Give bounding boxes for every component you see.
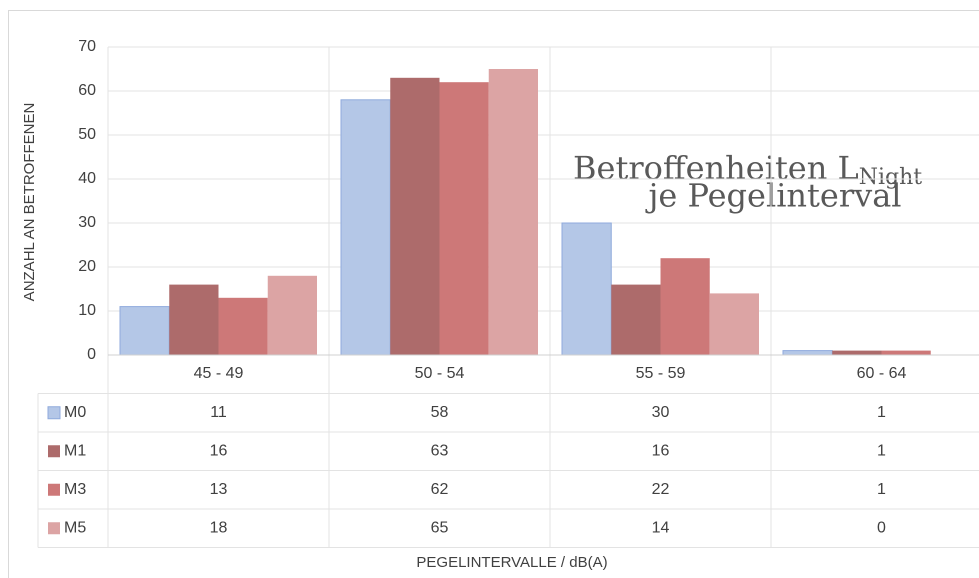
bar [709, 293, 759, 355]
bar [439, 82, 489, 355]
title-subscript: Night [859, 165, 923, 190]
table-value: 30 [652, 404, 670, 421]
bar [832, 350, 882, 355]
y-tick-label: 70 [78, 38, 96, 55]
table-value: 22 [652, 481, 670, 498]
table-value: 11 [210, 404, 227, 421]
bar [561, 222, 612, 356]
legend-swatch [48, 445, 60, 458]
table-value: 16 [652, 442, 670, 459]
bar [390, 77, 440, 356]
y-tick-label: 10 [78, 302, 96, 319]
chart-title-line2: je Pegelinterval [644, 177, 901, 215]
legend-label: M1 [64, 442, 86, 459]
legend-label: M5 [64, 519, 86, 536]
table-value: 62 [431, 481, 449, 498]
table-value: 0 [877, 519, 886, 536]
x-tick-label: 50 - 54 [415, 365, 465, 382]
x-tick-label: 55 - 59 [636, 365, 686, 382]
legend-label: M0 [64, 404, 86, 421]
table-value: 63 [431, 442, 449, 459]
x-tick-label: 60 - 64 [857, 365, 907, 382]
y-tick-label: 30 [78, 214, 96, 231]
y-tick-label: 60 [78, 82, 96, 99]
bar [782, 350, 833, 356]
table-value: 14 [652, 519, 670, 536]
legend-swatch [48, 522, 60, 535]
y-tick-label: 20 [78, 258, 96, 275]
table-value: 18 [210, 519, 228, 536]
table-value: 13 [210, 481, 228, 498]
legend-swatch [47, 406, 61, 420]
table-value: 1 [877, 404, 886, 421]
bar [660, 258, 710, 355]
bar [881, 350, 931, 355]
table-value: 65 [431, 519, 449, 536]
bar [340, 99, 391, 356]
table-value: 1 [877, 442, 886, 459]
bar [119, 306, 170, 356]
y-tick-label: 40 [78, 170, 96, 187]
y-tick-label: 0 [87, 346, 96, 363]
chart-frame [8, 10, 979, 578]
table-value: 58 [431, 404, 449, 421]
y-axis-label: ANZAHL AN BETROFFENEN [21, 103, 38, 302]
x-axis-label: PEGELINTERVALLE / dB(A) [416, 554, 607, 571]
table-value: 1 [877, 481, 886, 498]
legend-label: M3 [64, 481, 86, 498]
bar [267, 275, 317, 355]
table-value: 16 [210, 442, 228, 459]
chart-title: Betroffenheiten LNight [573, 149, 922, 191]
bar [169, 284, 219, 355]
bar [611, 284, 661, 355]
bar [488, 69, 538, 355]
y-tick-label: 50 [78, 126, 96, 143]
legend-swatch [48, 483, 60, 496]
bar [218, 297, 268, 355]
title-main: Betroffenheiten L [573, 149, 859, 187]
x-tick-label: 45 - 49 [194, 365, 244, 382]
